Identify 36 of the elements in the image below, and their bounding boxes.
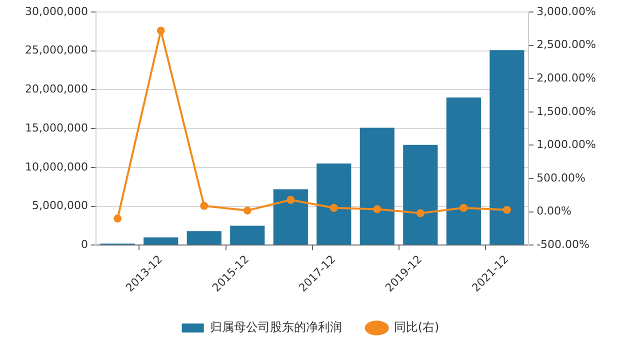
bar bbox=[230, 226, 265, 245]
bar bbox=[316, 164, 352, 245]
y2-tick-label: 3,000.00% bbox=[536, 4, 596, 18]
y-tick-label: 5,000,000 bbox=[32, 199, 88, 212]
point bbox=[460, 204, 468, 212]
y-tick-label: 30,000,000 bbox=[24, 4, 88, 18]
y-tick-label: 25,000,000 bbox=[24, 44, 88, 57]
legend-label: 归属母公司股东的净利润 bbox=[210, 320, 342, 334]
bar bbox=[446, 97, 481, 245]
bar bbox=[360, 128, 394, 245]
y-tick-label: 10,000,000 bbox=[24, 160, 88, 174]
y-tick-label: 0 bbox=[80, 238, 88, 252]
bar bbox=[490, 50, 524, 245]
point bbox=[243, 206, 252, 215]
point bbox=[114, 214, 122, 223]
point bbox=[330, 204, 338, 212]
bar bbox=[144, 237, 178, 245]
point bbox=[416, 209, 424, 218]
point bbox=[502, 206, 511, 214]
y2-tick-label: 2,000.00% bbox=[536, 71, 596, 84]
bar bbox=[273, 189, 308, 245]
y2-tick-label: 0.00% bbox=[536, 204, 572, 218]
bar bbox=[403, 144, 438, 245]
y2-tick-label: 500.00% bbox=[536, 171, 586, 184]
y2-tick-label: 1,500.00% bbox=[536, 104, 596, 118]
y2-tick-label: 2,500.00% bbox=[536, 38, 596, 52]
point bbox=[373, 205, 382, 214]
point bbox=[286, 196, 295, 204]
bar bbox=[186, 231, 222, 245]
legend-label: 同比(右) bbox=[394, 320, 440, 334]
point bbox=[156, 26, 165, 35]
y-tick-label: 20,000,000 bbox=[24, 82, 88, 96]
point bbox=[200, 202, 208, 210]
y-tick-label: 15,000,000 bbox=[24, 121, 88, 134]
y2-tick-label: -500.00% bbox=[536, 238, 590, 252]
y2-tick-label: 1,000.00% bbox=[536, 138, 596, 152]
